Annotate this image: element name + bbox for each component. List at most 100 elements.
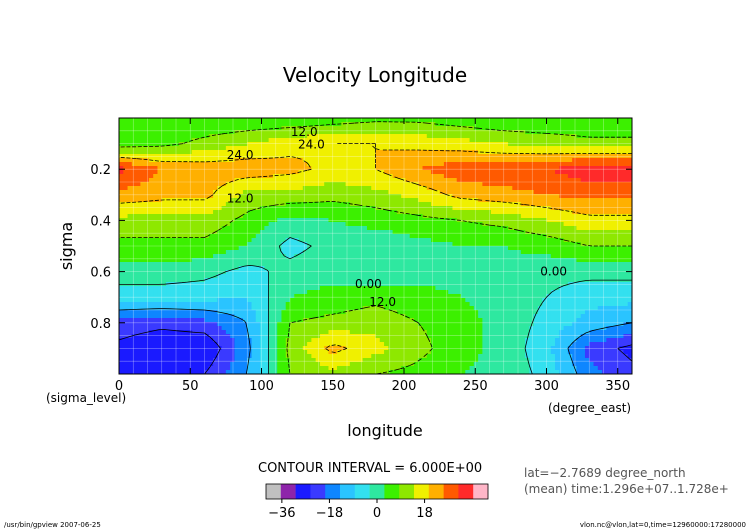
heatmap-cell	[375, 130, 381, 135]
heatmap-cell	[473, 270, 479, 275]
heatmap-cell	[384, 210, 389, 215]
heatmap-cell	[187, 166, 193, 171]
heatmap-cell	[478, 266, 483, 271]
heatmap-cell	[401, 266, 407, 271]
heatmap-cell	[384, 262, 389, 267]
heatmap-cell	[123, 266, 129, 271]
heatmap-cell	[157, 170, 163, 175]
heatmap-cell	[401, 238, 407, 243]
heatmap-cell	[516, 166, 522, 171]
heatmap-cell	[358, 194, 364, 199]
heatmap-cell	[584, 202, 590, 207]
heatmap-cell	[153, 178, 159, 183]
heatmap-cell	[465, 198, 471, 203]
heatmap-cell	[422, 250, 428, 255]
heatmap-cell	[431, 130, 436, 135]
heatmap-cell	[324, 182, 330, 187]
heatmap-cell	[183, 282, 189, 287]
heatmap-cell	[148, 206, 154, 211]
heatmap-cell	[456, 258, 462, 263]
heatmap-cell	[260, 282, 265, 287]
heatmap-cell	[234, 218, 240, 223]
heatmap-cell	[384, 142, 389, 147]
heatmap-cell	[136, 262, 141, 267]
heatmap-cell	[516, 222, 522, 227]
heatmap-cell	[140, 154, 146, 159]
heatmap-cell	[490, 238, 496, 243]
heatmap-cell	[610, 126, 616, 131]
heatmap-cell	[221, 282, 227, 287]
heatmap-cell	[354, 210, 360, 215]
heatmap-cell	[136, 174, 141, 179]
heatmap-cell	[307, 122, 312, 127]
heatmap-cell	[533, 126, 539, 131]
heatmap-cell	[302, 182, 308, 187]
heatmap-cell	[396, 246, 402, 251]
heatmap-cell	[255, 218, 261, 223]
heatmap-cell	[319, 174, 325, 179]
heatmap-cell	[550, 226, 556, 231]
heatmap-cell	[512, 134, 518, 139]
heatmap-cell	[131, 134, 137, 139]
heatmap-cell	[195, 222, 201, 227]
heatmap-cell	[183, 142, 189, 147]
heatmap-cell	[520, 118, 526, 123]
heatmap-cell	[187, 142, 193, 147]
heatmap-cell	[251, 278, 257, 283]
heatmap-cell	[290, 282, 295, 287]
heatmap-cell	[208, 174, 214, 179]
heatmap-cell	[208, 154, 214, 159]
heatmap-cell	[606, 222, 612, 227]
heatmap-cell	[495, 242, 501, 247]
heatmap-cell	[396, 146, 402, 151]
heatmap-cell	[183, 274, 189, 279]
heatmap-cell	[431, 274, 436, 279]
heatmap-cell	[537, 190, 543, 195]
heatmap-cell	[144, 186, 150, 191]
heatmap-cell	[200, 118, 206, 123]
heatmap-cell	[435, 282, 441, 287]
heatmap-cell	[473, 142, 479, 147]
heatmap-cell	[131, 238, 137, 243]
heatmap-cell	[187, 174, 193, 179]
heatmap-cell	[234, 270, 240, 275]
heatmap-cell	[234, 162, 240, 167]
heatmap-cell	[405, 194, 411, 199]
heatmap-cell	[371, 122, 377, 127]
heatmap-cell	[358, 162, 364, 167]
heatmap-cell	[328, 282, 334, 287]
heatmap-cell	[439, 222, 445, 227]
heatmap-cell	[499, 158, 505, 163]
heatmap-cell	[627, 202, 632, 207]
heatmap-cell	[559, 266, 565, 271]
heatmap-cell	[482, 214, 488, 219]
heatmap-cell	[272, 122, 278, 127]
heatmap-cell	[516, 266, 522, 271]
heatmap-cell	[379, 282, 385, 287]
heatmap-cell	[623, 142, 629, 147]
heatmap-cell	[174, 158, 180, 163]
heatmap-cell	[443, 182, 449, 187]
heatmap-cell	[384, 214, 389, 219]
heatmap-cell	[294, 178, 300, 183]
heatmap-cell	[358, 222, 364, 227]
heatmap-cell	[409, 230, 415, 235]
heatmap-cell	[328, 218, 334, 223]
heatmap-cell	[533, 262, 539, 267]
heatmap-cell	[140, 194, 146, 199]
heatmap-cell	[443, 242, 449, 247]
heatmap-cell	[614, 202, 620, 207]
heatmap-cell	[478, 202, 483, 207]
heatmap-cell	[230, 142, 236, 147]
heatmap-cell	[589, 154, 595, 159]
heatmap-cell	[358, 170, 364, 175]
heatmap-cell	[589, 182, 595, 187]
heatmap-cell	[238, 178, 244, 183]
heatmap-cell	[272, 230, 278, 235]
heatmap-cell	[358, 266, 364, 271]
heatmap-cell	[148, 190, 154, 195]
heatmap-cell	[452, 230, 458, 235]
heatmap-cell	[131, 270, 137, 275]
heatmap-cell	[512, 118, 518, 123]
heatmap-cell	[602, 238, 607, 243]
